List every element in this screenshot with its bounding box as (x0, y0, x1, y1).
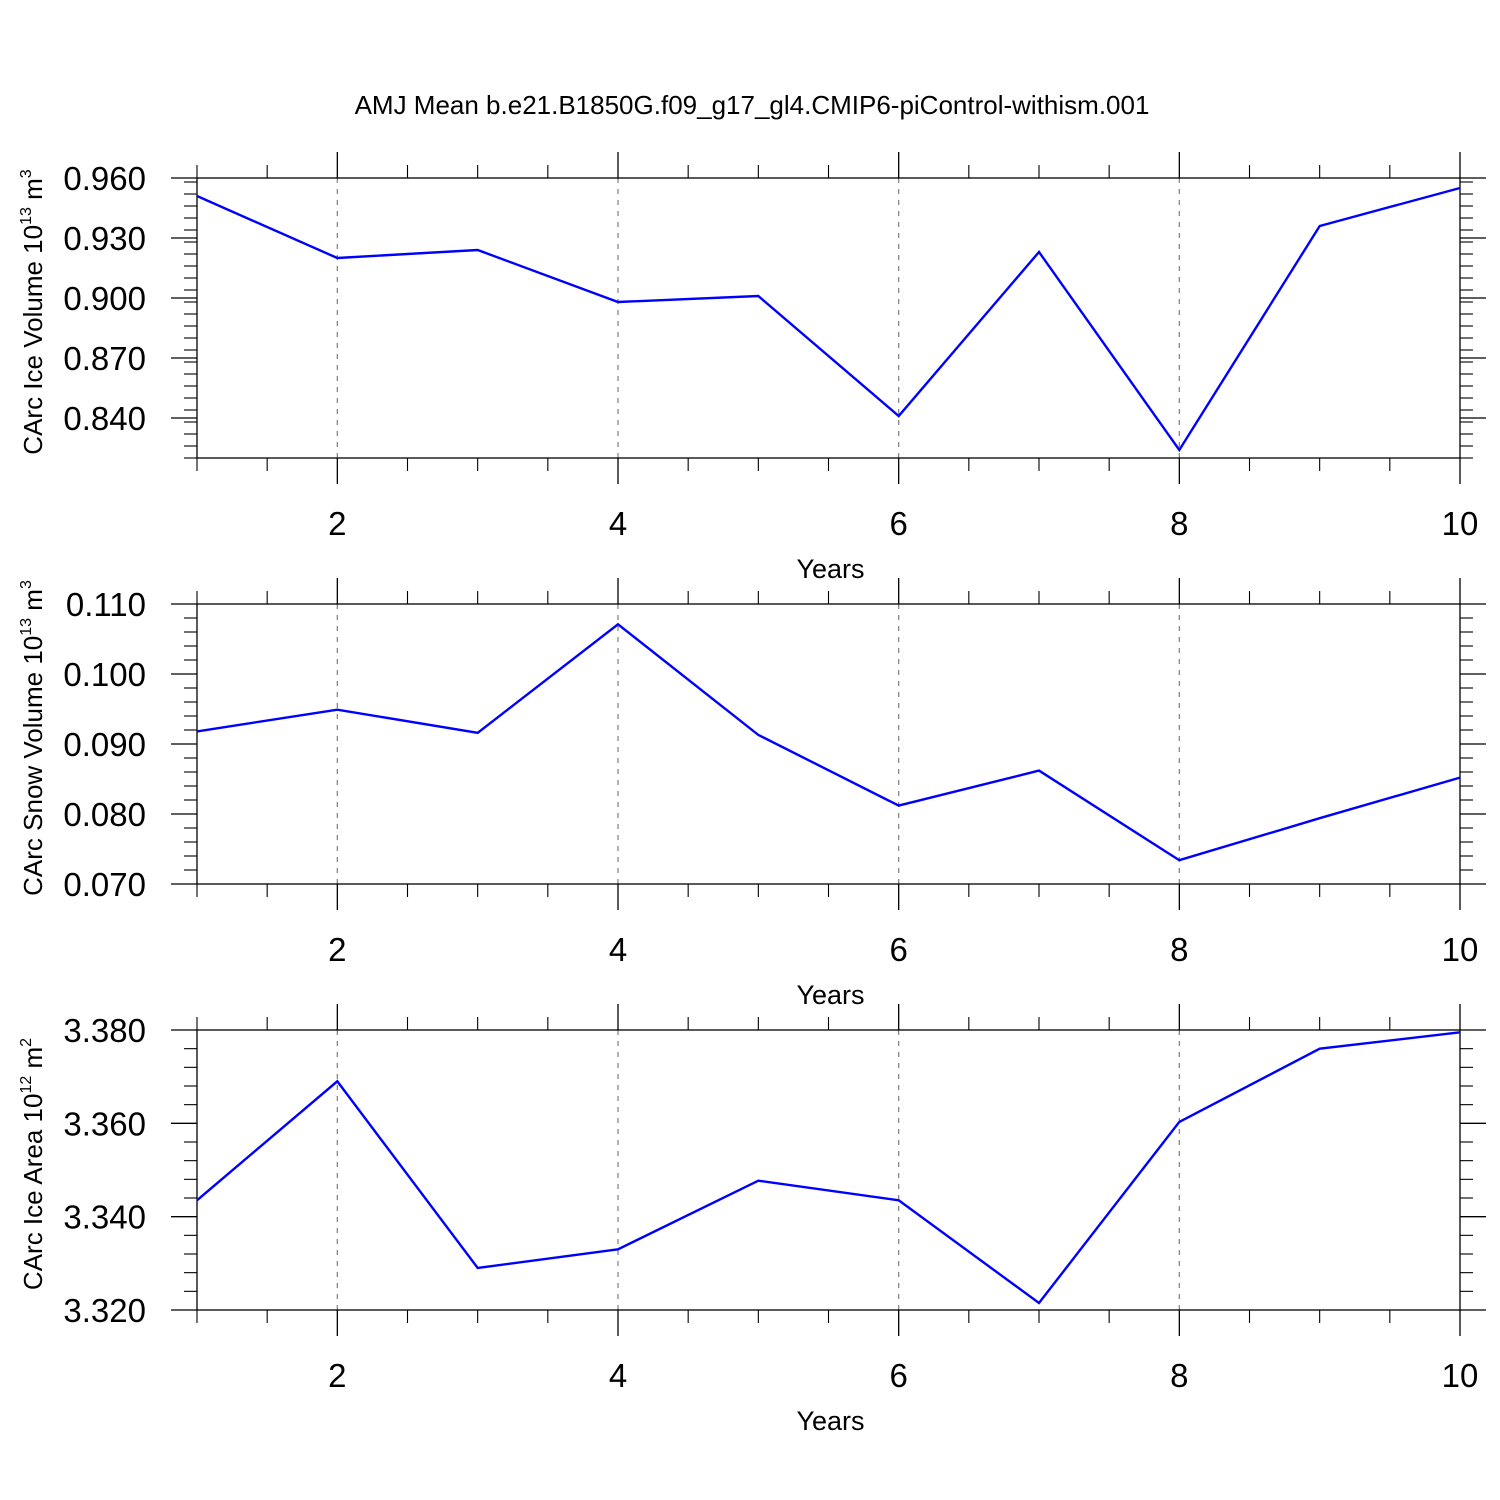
panel-3: 3.320 3.340 3.360 3.380 2 4 6 8 10 Years CArc Ice … (18, 1004, 1486, 1436)
chart-title: AMJ Mean b.e21.B1850G.f09_g17_gl4.CMIP6-… (355, 90, 1150, 120)
x-tick-label: 8 (1170, 1357, 1188, 1394)
x-axis-label: Years (796, 554, 864, 584)
x-tick-label: 6 (889, 931, 907, 968)
x-tick-label: 4 (609, 931, 627, 968)
y-tick-label: 0.900 (63, 280, 146, 317)
x-tick-label: 4 (609, 1357, 627, 1394)
plot-frame (196, 1029, 1461, 1311)
x-tick-label: 8 (1170, 931, 1188, 968)
x-tick-label: 6 (889, 505, 907, 542)
y-tick-label: 0.110 (66, 586, 146, 623)
y-tick-label: 3.360 (63, 1105, 146, 1142)
x-tick-label: 2 (328, 931, 346, 968)
y-tick-label: 0.840 (63, 400, 146, 437)
x-tick-label: 2 (328, 505, 346, 542)
y-tick-label: 3.320 (63, 1292, 146, 1329)
y-tick-label: 0.930 (63, 220, 146, 257)
y-tick-label: 0.960 (63, 160, 146, 197)
y-axis-label: CArc Ice Area 1012 m2 (18, 1038, 48, 1290)
y-tick-label: 0.090 (63, 726, 146, 763)
y-axis-label: CArc Snow Volume 1013 m3 (18, 580, 48, 896)
plot-frame (196, 603, 1461, 885)
x-tick-label: 6 (889, 1357, 907, 1394)
series-line (196, 622, 1461, 862)
y-tick-label: 3.340 (63, 1199, 146, 1236)
y-tick-label: 3.380 (63, 1012, 146, 1049)
y-axis-label: CArc Ice Volume 1013 m3 (18, 169, 48, 454)
series-line (196, 186, 1461, 453)
y-tick-label: 0.070 (63, 866, 146, 903)
x-axis-label: Years (796, 980, 864, 1010)
y-tick-label: 0.100 (63, 656, 146, 693)
x-tick-label: 10 (1442, 505, 1479, 542)
x-tick-label: 8 (1170, 505, 1188, 542)
y-tick-label: 0.080 (63, 796, 146, 833)
x-axis-label: Years (796, 1406, 864, 1436)
x-tick-label: 10 (1442, 1357, 1479, 1394)
x-tick-label: 2 (328, 1357, 346, 1394)
panel-2: 0.070 0.080 0.090 0.100 0.110 2 4 6 8 10 Years CArc… (18, 578, 1486, 1010)
plot-frame (196, 177, 1461, 459)
series-line (196, 1031, 1461, 1305)
panel-1: 0.840 0.870 0.900 0.930 0.960 2 4 6 8 10 Years CArc… (18, 152, 1486, 584)
x-tick-label: 4 (609, 505, 627, 542)
x-tick-label: 10 (1442, 931, 1479, 968)
y-tick-label: 0.870 (63, 340, 146, 377)
